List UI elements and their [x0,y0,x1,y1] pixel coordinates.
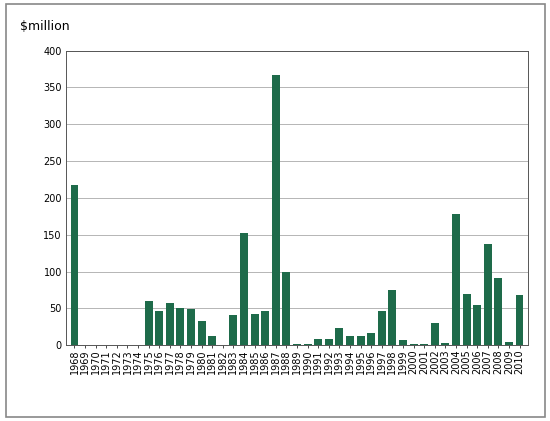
Bar [515,295,524,345]
Bar [336,328,343,345]
Bar [410,344,417,345]
Bar [452,214,460,345]
Bar [166,303,174,345]
Bar [431,323,439,345]
Bar [473,306,481,345]
Text: $million: $million [20,20,69,33]
Bar [314,338,322,345]
Bar [346,336,354,345]
Bar [505,341,513,345]
Bar [240,233,248,345]
Bar [155,312,163,345]
Bar [399,340,407,345]
Bar [187,309,195,345]
Bar [325,339,333,345]
Bar [251,314,258,345]
Bar [356,336,365,345]
Bar [261,312,269,345]
Bar [484,243,492,345]
Bar [283,272,290,345]
Bar [293,344,301,345]
Bar [272,75,280,345]
Bar [388,290,397,345]
Bar [463,294,470,345]
Bar [441,343,449,345]
Bar [378,312,386,345]
Bar [420,344,428,345]
Bar [208,336,216,345]
Bar [145,301,152,345]
Bar [494,278,502,345]
Bar [70,185,79,345]
Bar [367,333,375,345]
Bar [304,344,311,345]
Bar [197,321,206,345]
Bar [229,315,238,345]
Bar [177,308,184,345]
